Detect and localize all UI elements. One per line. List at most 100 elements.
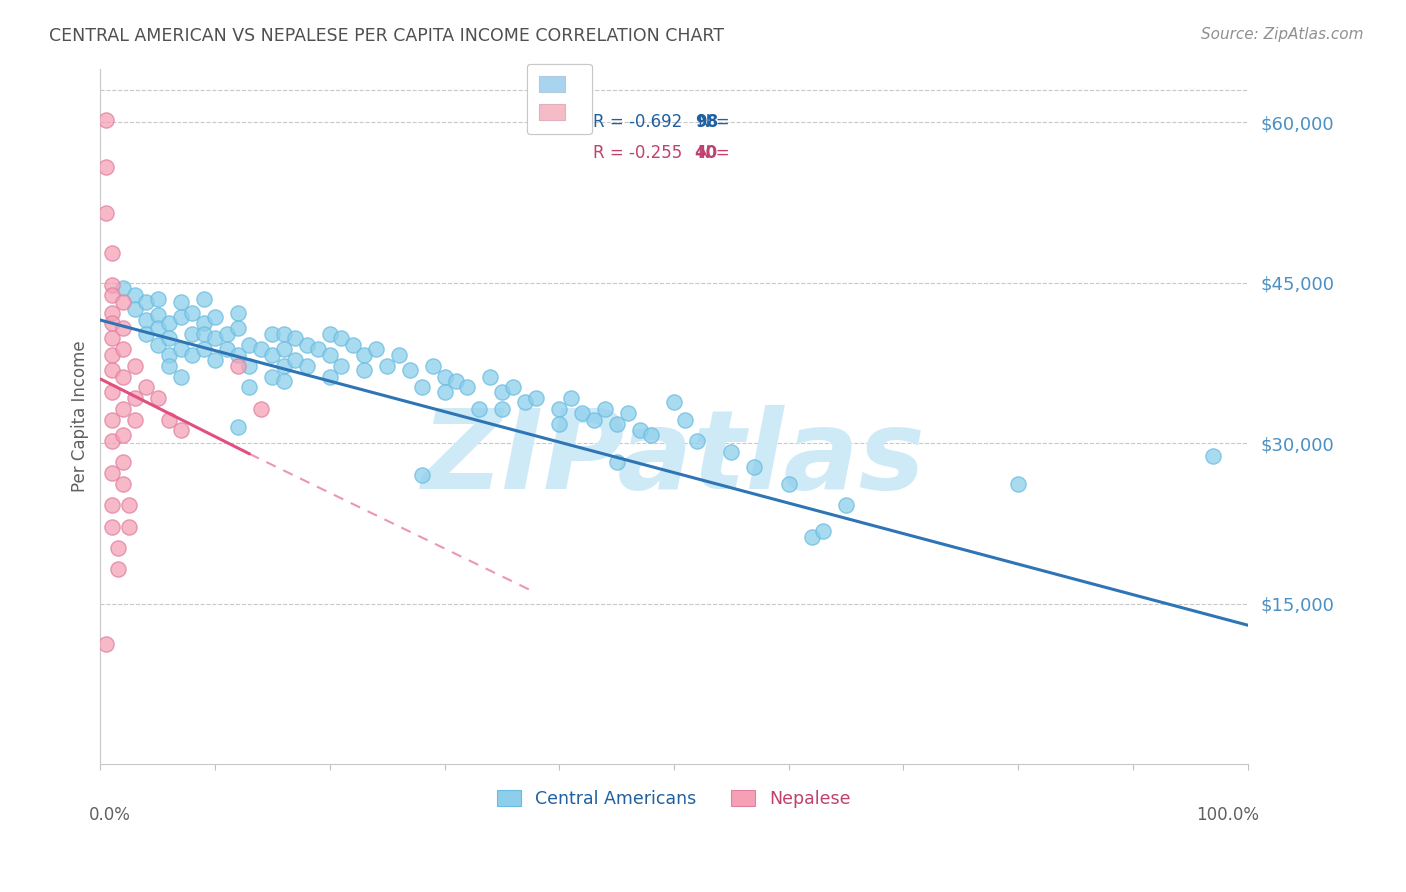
Point xyxy=(118,498,141,512)
Point xyxy=(112,369,135,384)
Point xyxy=(353,348,375,362)
Text: 0.0%: 0.0% xyxy=(89,806,131,824)
Point xyxy=(319,326,342,341)
Point xyxy=(101,363,124,377)
Point xyxy=(307,342,329,356)
Point xyxy=(295,359,318,373)
Point xyxy=(273,342,295,356)
Point xyxy=(204,310,226,324)
Point xyxy=(273,326,295,341)
Point xyxy=(422,359,444,373)
Point xyxy=(686,434,709,448)
Point xyxy=(107,541,129,555)
Point xyxy=(101,466,124,480)
Point xyxy=(273,374,295,388)
Point xyxy=(491,384,513,399)
Text: 40: 40 xyxy=(695,145,718,162)
Point xyxy=(146,337,169,351)
Point xyxy=(720,444,742,458)
Point xyxy=(124,288,146,302)
Point xyxy=(548,417,571,431)
Point xyxy=(742,459,765,474)
Point xyxy=(524,391,547,405)
Point xyxy=(262,348,284,362)
Point xyxy=(548,401,571,416)
Point xyxy=(468,401,491,416)
Point xyxy=(1007,476,1029,491)
Point xyxy=(101,348,124,362)
Point xyxy=(800,530,823,544)
Point xyxy=(101,519,124,533)
Text: CENTRAL AMERICAN VS NEPALESE PER CAPITA INCOME CORRELATION CHART: CENTRAL AMERICAN VS NEPALESE PER CAPITA … xyxy=(49,27,724,45)
Point xyxy=(101,277,124,292)
Point xyxy=(582,412,605,426)
Point xyxy=(215,326,238,341)
Point xyxy=(112,455,135,469)
Point xyxy=(364,342,387,356)
Point xyxy=(124,412,146,426)
Point xyxy=(101,498,124,512)
Point xyxy=(226,348,249,362)
Point xyxy=(146,292,169,306)
Point xyxy=(238,380,260,394)
Text: R = -0.255   N =: R = -0.255 N = xyxy=(593,145,735,162)
Point xyxy=(204,352,226,367)
Point xyxy=(101,331,124,345)
Point xyxy=(353,363,375,377)
Point xyxy=(662,395,685,409)
Point xyxy=(433,369,456,384)
Point xyxy=(94,112,117,127)
Point xyxy=(169,310,191,324)
Point xyxy=(169,294,191,309)
Text: 100.0%: 100.0% xyxy=(1197,806,1258,824)
Point xyxy=(135,380,157,394)
Point xyxy=(157,359,180,373)
Point xyxy=(112,281,135,295)
Point xyxy=(388,348,411,362)
Point xyxy=(101,316,124,330)
Point xyxy=(101,245,124,260)
Point xyxy=(226,359,249,373)
Point xyxy=(124,302,146,317)
Point xyxy=(215,342,238,356)
Point xyxy=(262,369,284,384)
Point xyxy=(250,342,273,356)
Point xyxy=(204,331,226,345)
Point xyxy=(606,417,628,431)
Point xyxy=(118,519,141,533)
Point xyxy=(101,434,124,448)
Point xyxy=(157,412,180,426)
Point xyxy=(112,320,135,334)
Point xyxy=(342,337,364,351)
Point xyxy=(319,369,342,384)
Point xyxy=(181,326,204,341)
Text: 98: 98 xyxy=(695,113,718,131)
Point xyxy=(157,316,180,330)
Point xyxy=(101,305,124,319)
Point xyxy=(112,401,135,416)
Point xyxy=(226,305,249,319)
Point xyxy=(94,637,117,651)
Point xyxy=(226,320,249,334)
Text: ZIPatlas: ZIPatlas xyxy=(422,405,925,512)
Point xyxy=(101,384,124,399)
Point xyxy=(284,352,307,367)
Point xyxy=(169,342,191,356)
Point xyxy=(444,374,467,388)
Text: Source: ZipAtlas.com: Source: ZipAtlas.com xyxy=(1201,27,1364,42)
Point xyxy=(193,292,215,306)
Point xyxy=(181,305,204,319)
Point xyxy=(593,401,616,416)
Point xyxy=(169,369,191,384)
Point xyxy=(124,359,146,373)
Point xyxy=(262,326,284,341)
Point xyxy=(284,331,307,345)
Point xyxy=(1202,449,1225,463)
Point xyxy=(479,369,502,384)
Point xyxy=(146,320,169,334)
Point xyxy=(375,359,398,373)
Point xyxy=(640,427,662,442)
Point xyxy=(135,313,157,327)
Point xyxy=(411,468,433,483)
Point xyxy=(101,412,124,426)
